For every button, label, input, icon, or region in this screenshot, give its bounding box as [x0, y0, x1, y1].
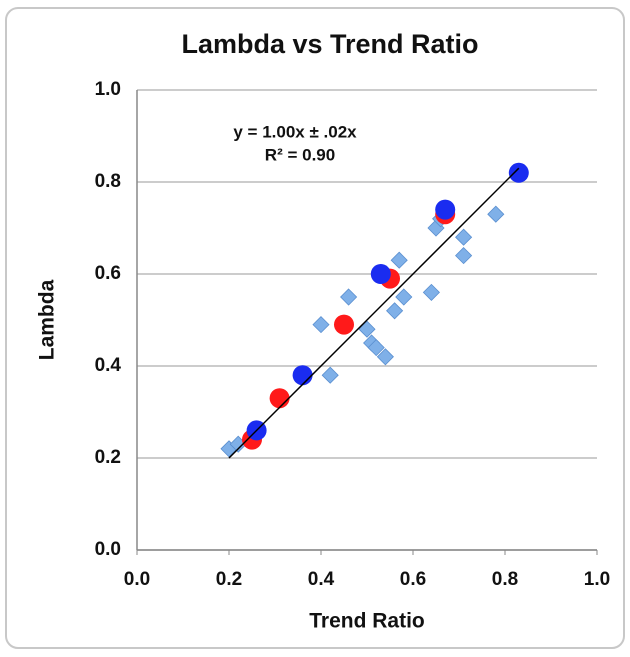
point [508, 162, 529, 183]
x-tick-label: 0.8 [492, 569, 518, 590]
y-tick-label: 0.0 [95, 539, 121, 560]
x-tick-label: 0.4 [308, 569, 335, 590]
x-tick-label: 1.0 [584, 569, 610, 590]
point [358, 320, 376, 338]
chart-title: Lambda vs Trend Ratio [181, 29, 478, 59]
point [376, 348, 394, 366]
point [395, 288, 413, 306]
y-tick-label: 1.0 [95, 79, 121, 100]
point [334, 314, 354, 335]
point [386, 302, 404, 320]
point [321, 366, 339, 384]
point [455, 228, 473, 246]
point [312, 316, 330, 334]
point [487, 205, 505, 223]
y-tick-label: 0.8 [95, 171, 121, 192]
annotation: y = 1.00x ± .02x [233, 122, 357, 141]
y-tick-label: 0.4 [95, 355, 122, 376]
x-tick-label: 0.2 [216, 569, 242, 590]
point [367, 339, 385, 357]
point [455, 247, 473, 265]
annotation: R² = 0.90 [265, 145, 335, 164]
point [269, 388, 290, 409]
y-tick-label: 0.6 [95, 263, 121, 284]
point [292, 365, 313, 386]
point [370, 264, 391, 284]
y-axis-label: Lambda [36, 279, 59, 360]
point [435, 199, 456, 220]
x-tick-label: 0.6 [400, 569, 426, 590]
trendline [228, 167, 520, 459]
chart-frame [5, 7, 625, 649]
y-tick-label: 0.2 [95, 447, 121, 468]
point [340, 288, 358, 306]
point [390, 251, 408, 269]
point [422, 283, 440, 301]
x-tick-label: 0.0 [124, 569, 150, 590]
x-axis-label: Trend Ratio [309, 610, 425, 633]
